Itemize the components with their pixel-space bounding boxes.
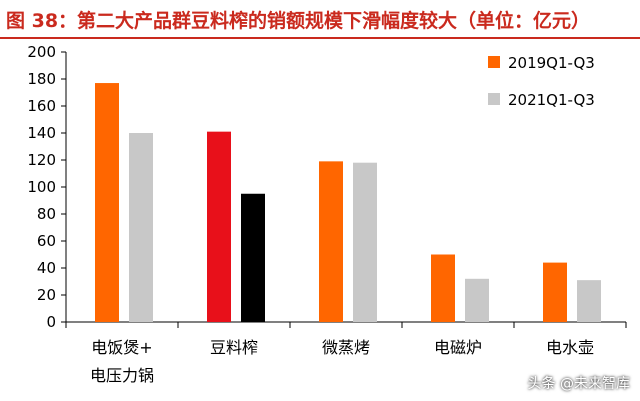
y-tick-label: 60 (37, 232, 56, 250)
bar-2019 (95, 83, 119, 322)
watermark: 头条 @未来智库 (527, 376, 630, 392)
x-tick-label: 微蒸烤 (322, 338, 370, 357)
y-tick-label: 40 (37, 259, 56, 277)
y-tick-label: 80 (37, 205, 56, 223)
bar-2019 (543, 262, 567, 322)
bar-2021 (577, 280, 601, 322)
y-tick-label: 100 (27, 178, 56, 196)
y-tick-label: 140 (27, 124, 56, 142)
bars (95, 83, 601, 322)
legend-swatch (488, 56, 500, 68)
x-axis: 电饭煲+ 电压力锅 豆料榨 微蒸烤 电磁炉 电水壶 (65, 321, 627, 385)
legend-label: 2021Q1-Q3 (508, 91, 595, 109)
legend-label: 2019Q1-Q3 (508, 54, 595, 72)
x-tick-label: 电水壶 (546, 338, 594, 357)
y-tick-label: 180 (27, 70, 56, 88)
legend: 2019Q1-Q3 2021Q1-Q3 (488, 54, 595, 109)
y-tick-label: 200 (27, 43, 56, 61)
y-tick-label: 0 (46, 313, 56, 331)
bar-2021 (465, 278, 489, 322)
bar-2019 (431, 254, 455, 322)
bar-2019 (207, 131, 231, 322)
legend-swatch (488, 93, 500, 105)
title-bar: 图 38：第二大产品群豆料榨的销额规模下滑幅度较大（单位：亿元） (0, 0, 640, 39)
bar-2021 (353, 162, 377, 322)
title-underline (0, 37, 640, 39)
x-tick-label: 电磁炉 (434, 338, 482, 357)
x-tick-label: 电饭煲+ (91, 338, 152, 357)
x-tick-label: 豆料榨 (210, 338, 258, 357)
chart-title: 图 38：第二大产品群豆料榨的销额规模下滑幅度较大（单位：亿元） (6, 10, 591, 32)
x-tick-label: 电压力锅 (90, 366, 154, 385)
y-tick-label: 120 (27, 151, 56, 169)
bar-2021 (129, 133, 153, 322)
y-tick-label: 20 (37, 286, 56, 304)
y-tick-label: 160 (27, 97, 56, 115)
y-axis: 0 20 40 60 80 100 120 140 160 180 200 (27, 43, 67, 331)
bar-2021 (241, 193, 265, 322)
bar-2019 (319, 161, 343, 322)
